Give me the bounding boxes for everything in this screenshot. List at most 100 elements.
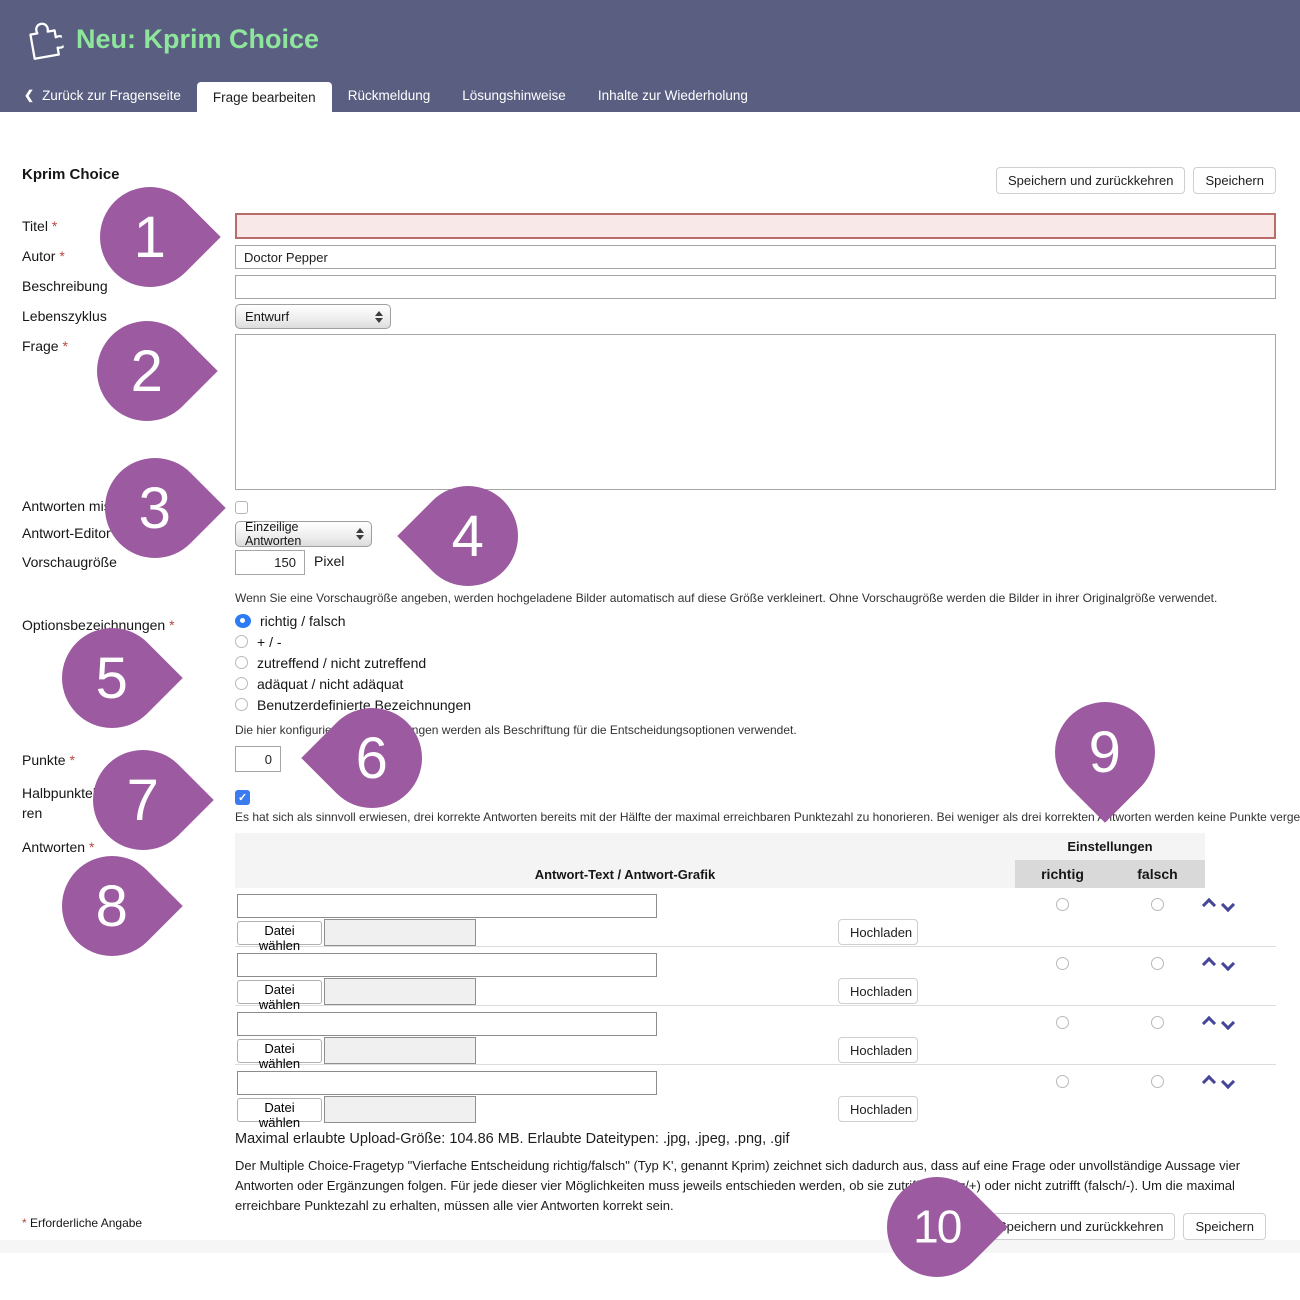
option-richtig-falsch[interactable]: richtig / falsch <box>235 610 471 631</box>
footer-band <box>0 1240 1300 1253</box>
file-name-box <box>324 919 476 946</box>
move-up-icon[interactable] <box>1201 956 1217 972</box>
file-name-box <box>324 1037 476 1064</box>
beschreibung-input[interactable] <box>235 275 1276 299</box>
antwort-editor-select[interactable]: Einzeilige Antworten <box>235 520 372 548</box>
bottom-button-row: Speichern und zurückkehren Speichern <box>985 1213 1266 1240</box>
back-to-question-page-link[interactable]: ❮ Zurück zur Fragenseite <box>24 78 197 112</box>
richtig-radio[interactable] <box>1056 1075 1069 1088</box>
choose-file-button[interactable]: Datei wählen <box>237 921 322 953</box>
option-benutzerdefiniert[interactable]: Benutzerdefinierte Bezeichnungen <box>235 694 471 715</box>
true-false-header-band: richtig falsch <box>1015 860 1205 888</box>
page-title: Neu: Kprim Choice <box>76 23 320 54</box>
answer-text-input[interactable] <box>237 1012 657 1036</box>
answer-text-input[interactable] <box>237 953 657 977</box>
beschreibung-label: Beschreibung <box>22 278 108 294</box>
answer-text-input[interactable] <box>237 894 657 918</box>
option-adaequat[interactable]: adäquat / nicht adäquat <box>235 673 471 694</box>
settings-column-header: Einstellungen <box>1067 839 1153 854</box>
move-up-icon[interactable] <box>1201 897 1217 913</box>
select-arrows-icon <box>356 528 364 540</box>
save-button-bottom[interactable]: Speichern <box>1183 1213 1266 1240</box>
richtig-radio[interactable] <box>1056 1016 1069 1029</box>
top-button-row: Speichern und zurückkehren Speichern <box>995 167 1276 194</box>
vorschaugroesse-input[interactable] <box>235 550 305 575</box>
richtig-radio[interactable] <box>1056 957 1069 970</box>
chevron-left-icon: ❮ <box>24 88 35 102</box>
titlebar: Neu: Kprim Choice <box>0 0 1300 78</box>
answer-row: Datei wählen Hochladen <box>235 888 1276 953</box>
tab-frage-bearbeiten[interactable]: Frage bearbeiten <box>196 82 332 112</box>
option-plus-minus[interactable]: + / - <box>235 631 471 652</box>
save-and-return-button-bottom[interactable]: Speichern und zurückkehren <box>985 1213 1176 1240</box>
antworten-label: Antworten * <box>22 839 95 855</box>
vorschaugroesse-unit: Pixel <box>314 553 345 569</box>
move-up-icon[interactable] <box>1201 1074 1217 1090</box>
move-down-icon[interactable] <box>1220 1074 1236 1090</box>
tab-rueckmeldung[interactable]: Rückmeldung <box>347 87 431 103</box>
form-section-title: Kprim Choice <box>22 166 120 183</box>
upload-button[interactable]: Hochladen <box>838 1096 918 1122</box>
choose-file-button[interactable]: Datei wählen <box>237 1098 322 1130</box>
puzzle-icon <box>29 22 66 60</box>
answer-row: Datei wählen Hochladen <box>235 1065 1276 1130</box>
frage-textarea[interactable] <box>235 334 1276 490</box>
radio-selected-icon[interactable] <box>235 613 251 628</box>
frage-label: Frage * <box>22 338 68 354</box>
tab-inhalte-wiederholung[interactable]: Inhalte zur Wiederholung <box>597 87 748 103</box>
antworten-mischen-checkbox[interactable] <box>235 501 248 514</box>
titel-input[interactable] <box>235 213 1276 239</box>
move-up-icon[interactable] <box>1201 1015 1217 1031</box>
lebenszyklus-value: Entwurf <box>245 309 290 324</box>
move-down-icon[interactable] <box>1220 956 1236 972</box>
radio-icon[interactable] <box>235 698 248 711</box>
move-down-icon[interactable] <box>1220 1015 1236 1031</box>
antwort-editor-label: Antwort-Editor <box>22 525 111 541</box>
upload-button[interactable]: Hochladen <box>838 1037 918 1063</box>
falsch-radio[interactable] <box>1151 898 1164 911</box>
answer-row: Datei wählen Hochladen <box>235 947 1276 1012</box>
lebenszyklus-select[interactable]: Entwurf <box>235 304 391 329</box>
save-and-return-button-top[interactable]: Speichern und zurückkehren <box>995 167 1186 194</box>
upload-button[interactable]: Hochladen <box>838 919 918 945</box>
required-note: * Erforderliche Angabe <box>22 1216 143 1230</box>
select-arrows-icon <box>375 310 383 323</box>
vorschaugroesse-label: Vorschaugröße <box>22 554 117 570</box>
answer-text-input[interactable] <box>237 1071 657 1095</box>
option-zutreffend[interactable]: zutreffend / nicht zutreffend <box>235 652 471 673</box>
antwort-editor-value: Einzeilige Antworten <box>245 520 302 548</box>
move-down-icon[interactable] <box>1220 897 1236 913</box>
radio-icon[interactable] <box>235 656 248 669</box>
lebenszyklus-label: Lebenszyklus <box>22 308 107 324</box>
richtig-radio[interactable] <box>1056 898 1069 911</box>
optionsbezeichnungen-label: Optionsbezeichnungen * <box>22 617 175 633</box>
falsch-radio[interactable] <box>1151 1075 1164 1088</box>
radio-icon[interactable] <box>235 635 248 648</box>
annotation-marker-9: 9 <box>1034 681 1176 823</box>
falsch-column-header: falsch <box>1137 866 1178 882</box>
choose-file-button[interactable]: Datei wählen <box>237 1039 322 1071</box>
radio-icon[interactable] <box>235 677 248 690</box>
save-button-top[interactable]: Speichern <box>1193 167 1276 194</box>
falsch-radio[interactable] <box>1151 1016 1164 1029</box>
halbpunkte-help: Es hat sich als sinnvoll erwiesen, drei … <box>235 810 1300 824</box>
answer-row: Datei wählen Hochladen <box>235 1006 1276 1071</box>
halbpunkte-checkbox[interactable] <box>235 790 250 805</box>
optionsbezeichnungen-group: richtig / falsch + / - zutreffend / nich… <box>235 610 471 715</box>
choose-file-button[interactable]: Datei wählen <box>237 980 322 1012</box>
richtig-column-header: richtig <box>1041 866 1084 882</box>
upload-button[interactable]: Hochladen <box>838 978 918 1004</box>
file-name-box <box>324 1096 476 1123</box>
autor-label: Autor * <box>22 248 65 264</box>
tab-loesungshinweise[interactable]: Lösungshinweise <box>462 87 566 103</box>
punkte-input[interactable] <box>235 746 281 772</box>
upload-size-note: Maximal erlaubte Upload-Größe: 104.86 MB… <box>235 1131 790 1147</box>
titel-label: Titel * <box>22 218 58 234</box>
falsch-radio[interactable] <box>1151 957 1164 970</box>
autor-input[interactable] <box>235 245 1276 269</box>
file-name-box <box>324 978 476 1005</box>
tabbar: ❮ Zurück zur Fragenseite Frage bearbeite… <box>0 78 1300 112</box>
question-type-description: Der Multiple Choice-Fragetyp "Vierfache … <box>235 1158 1241 1214</box>
punkte-label: Punkte * <box>22 752 75 768</box>
